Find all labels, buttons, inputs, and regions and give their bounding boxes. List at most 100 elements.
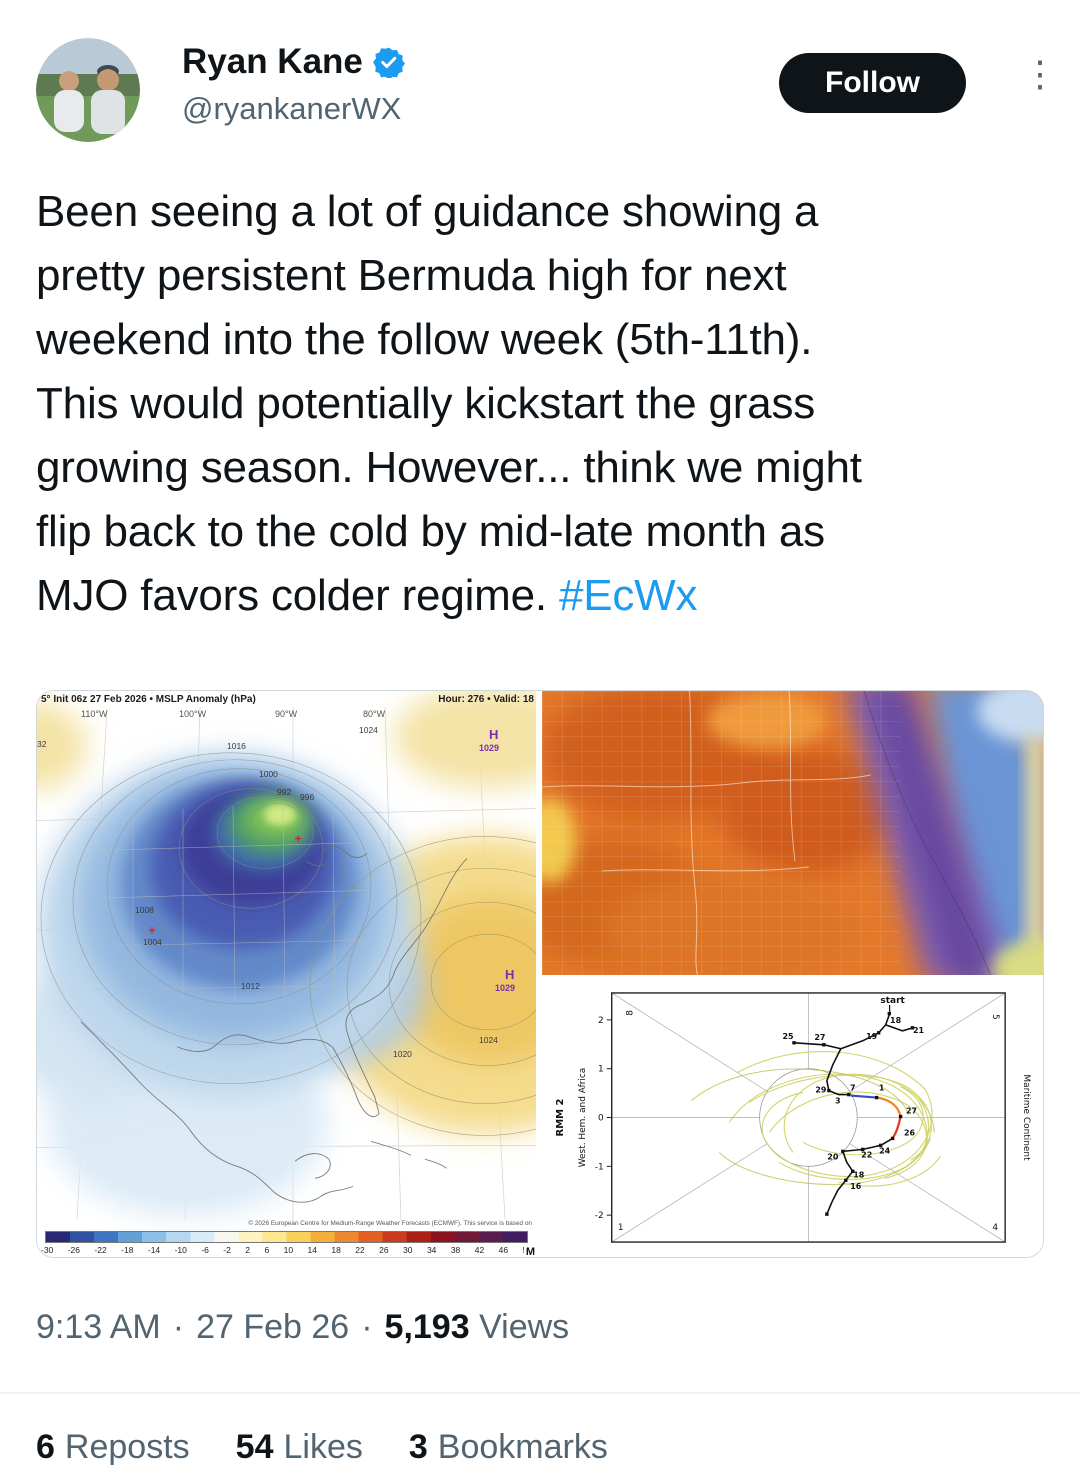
meta-separator: · [361,1308,373,1346]
map-title: 5° Init 06z 27 Feb 2026 • MSLP Anomaly (… [41,694,256,705]
longitude-label: 100°W [179,709,207,719]
high-pressure-label: H [489,727,499,742]
mslp-anomaly-map-image[interactable]: 5° Init 06z 27 Feb 2026 • MSLP Anomaly (… [37,691,536,1257]
mjo-phase-diagram-image[interactable]: start 2 1 0 -1 -2 RMM 2 West. Hem. and A… [542,981,1043,1257]
low-pressure-markers [149,835,301,934]
colorbar-tick: 22 [355,1245,365,1255]
tweet-line: This would potentially kickstart the gra… [36,379,816,428]
tweet-meta: 9:13 AM · 27 Feb 26 · 5,193 Views [36,1308,569,1347]
colorbar-tick: -14 [147,1245,161,1255]
colorbar-tick: -6 [201,1245,209,1255]
y-axis-label: RMM 2 [555,1099,566,1137]
colorbar-tick: 14 [307,1245,317,1255]
y-tick: 2 [598,1016,604,1026]
more-options-icon[interactable]: ⋮ [1022,53,1058,94]
contour-label: 1008 [135,905,154,915]
day-label: 25 [782,1032,793,1041]
contour-label: 1004 [143,937,162,947]
tweet-text: Been seeing a lot of guidance showing a … [36,180,1048,628]
high-pressure-label: H [505,967,515,982]
phase-label: 5 [990,1014,1000,1020]
contour-label: 1016 [227,741,246,751]
left-region-label: West. Hem. and Africa [578,1068,588,1168]
bookmarks-stat[interactable]: 3 Bookmarks [409,1428,608,1467]
contour-label: 1012 [241,981,260,991]
y-tick: 1 [598,1065,604,1075]
colorbar-tick: 10 [283,1245,294,1255]
day-label: 1 [879,1084,885,1093]
bookmarks-label: Bookmarks [437,1428,608,1466]
contour-label: 1000 [259,769,278,779]
tweet-line-prefix: MJO favors colder regime. [36,571,559,620]
meta-separator: · [172,1308,185,1346]
right-region-label: Maritime Continent [1021,1074,1031,1161]
day-label: 16 [850,1182,862,1191]
y-tick: -2 [595,1211,604,1221]
phase-label: 8 [626,1010,636,1016]
day-label: 20 [827,1152,839,1161]
views-count: 5,193 [384,1308,470,1346]
author-identity: Ryan Kane @ryankanerWX [182,42,405,127]
y-tick: 0 [598,1113,604,1123]
colorbar-tick-row: -30 -26 -22 -18 -14 -10 -6 -2 2 6 10 14 … [41,1245,532,1257]
hashtag-link[interactable]: #EcWx [558,571,698,620]
longitude-label: 80°W [363,709,386,719]
day-label: 19 [866,1032,878,1041]
tweet-line: weekend into the follow week (5th-11th). [36,315,813,364]
temperature-map-image[interactable] [542,691,1043,975]
y-tick: -1 [595,1162,604,1172]
map-valid-time: Hour: 276 • Valid: 18 [438,694,534,705]
phase-label: 4 [992,1223,998,1233]
post-time: 9:13 AM [36,1308,161,1346]
day-label: 22 [861,1150,872,1159]
section-divider [0,1392,1080,1394]
high-pressure-value: 1029 [479,743,500,753]
views-label: Views [479,1308,570,1346]
day-label: 27 [814,1033,825,1042]
tweet-header: Ryan Kane @ryankanerWX Follow ⋮ [36,38,1066,150]
follow-button[interactable]: Follow [779,53,966,113]
copyright-credit: © 2026 European Centre for Medium-Range … [248,1220,532,1227]
corner-watermark: M [523,1246,535,1257]
day-label: 21 [913,1026,924,1035]
engagement-bar: 6 Reposts 54 Likes 3 Bookmarks [36,1428,608,1467]
phase-label: 1 [618,1223,624,1233]
likes-stat[interactable]: 54 Likes [236,1428,363,1467]
temperature-map-art [542,691,1043,975]
day-label: 3 [835,1097,841,1106]
contour-label: 992 [277,787,292,797]
tweet-line: pretty persistent Bermuda high for next [36,251,787,300]
avatar-photo [36,38,140,142]
longitude-label: 110°W [81,709,108,719]
display-name[interactable]: Ryan Kane [182,42,363,81]
anomaly-colorbar [45,1231,528,1243]
colorbar-tick: 42 [474,1245,485,1255]
colorbar-tick: 18 [331,1245,341,1255]
colorbar-tick: 38 [450,1245,461,1255]
colorbar-tick: -2 [223,1245,231,1255]
user-handle[interactable]: @ryankanerWX [182,91,402,126]
colorbar-tick: 46 [498,1245,509,1255]
day-label: 26 [904,1128,916,1137]
high-pressure-value: 1029 [495,983,516,993]
colorbar-tick: 26 [379,1245,389,1255]
edge-label: 32 [37,739,47,749]
day-label: 18 [890,1016,902,1025]
colorbar-tick: -10 [174,1245,187,1255]
mjo-chart-art: start 2 1 0 -1 -2 RMM 2 West. Hem. and A… [542,981,1043,1257]
tweet-last-line: MJO favors colder regime. #EcWx [36,564,1048,628]
ensemble-spaghetti [728,1051,941,1187]
contour-label: 996 [300,792,315,802]
colorbar-tick: 6 [264,1245,270,1255]
tweet-media-grid: 5° Init 06z 27 Feb 2026 • MSLP Anomaly (… [36,690,1044,1258]
day-label: 7 [850,1084,856,1093]
tweet-line: Been seeing a lot of guidance showing a [36,187,819,236]
verified-badge-icon [373,47,405,78]
colorbar-tick: 2 [245,1245,251,1255]
day-label: 24 [879,1146,891,1155]
colorbar-tick: -18 [121,1245,134,1255]
avatar[interactable] [36,38,140,142]
reposts-stat[interactable]: 6 Reposts [36,1428,190,1467]
day-label: 18 [853,1170,865,1179]
